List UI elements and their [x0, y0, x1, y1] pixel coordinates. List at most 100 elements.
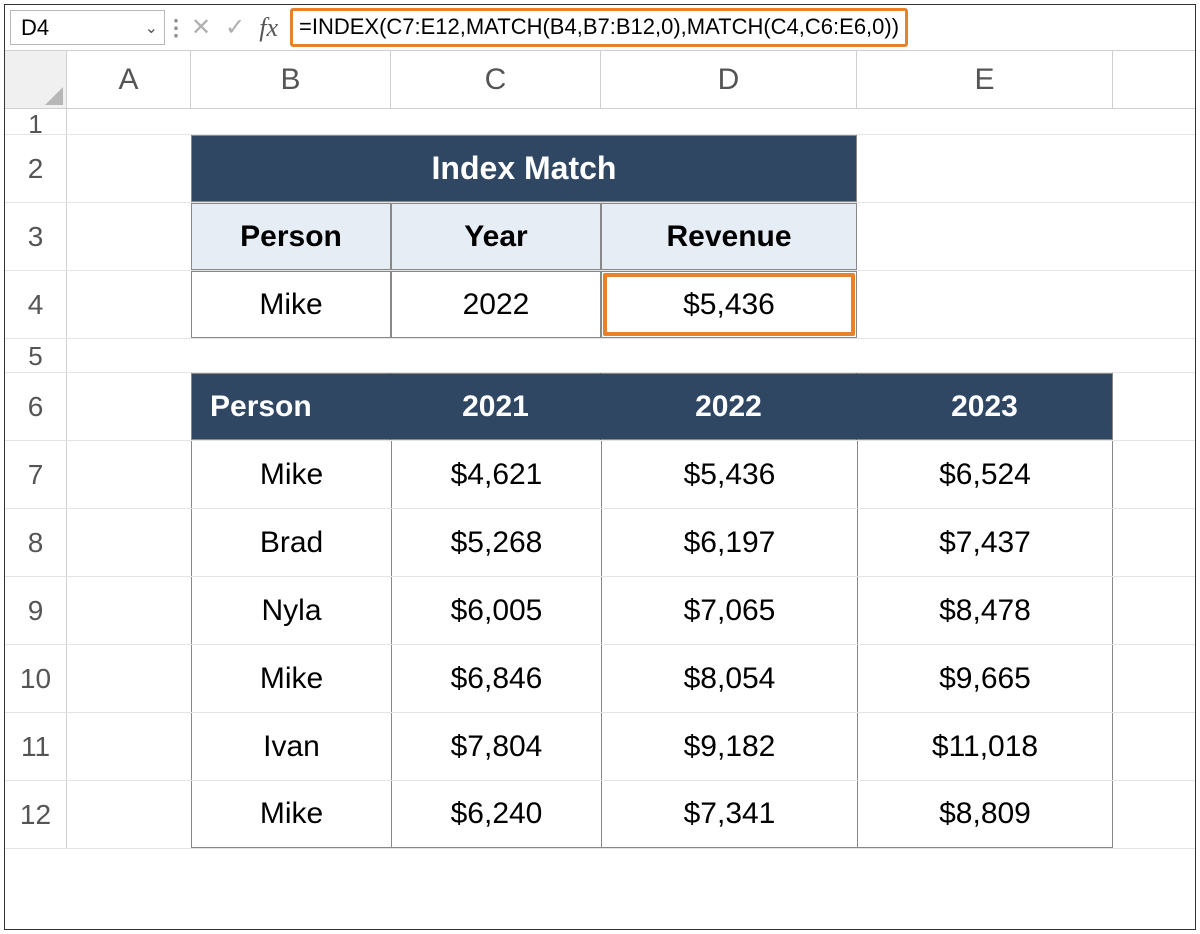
cell-C5[interactable]	[391, 339, 601, 372]
col-header-A[interactable]: A	[67, 51, 191, 108]
separator-icon: ⋮	[165, 5, 187, 50]
row-8: 8 Brad $5,268 $6,197 $7,437	[5, 509, 1195, 577]
cell-A2[interactable]	[67, 135, 191, 202]
cell-A11[interactable]	[67, 713, 191, 780]
cell-D9[interactable]: $7,065	[601, 577, 857, 644]
cell-D8[interactable]: $6,197	[601, 509, 857, 576]
cell-B11[interactable]: Ivan	[191, 713, 391, 780]
row-1: 1	[5, 109, 1195, 135]
row-header-3[interactable]: 3	[5, 203, 67, 270]
im-header-year[interactable]: Year	[391, 203, 601, 270]
cell-D10[interactable]: $8,054	[601, 645, 857, 712]
cell-E5[interactable]	[857, 339, 1113, 372]
chevron-down-icon[interactable]: ⌄	[145, 18, 158, 38]
cell-A7[interactable]	[67, 441, 191, 508]
cell-A8[interactable]	[67, 509, 191, 576]
cell-A1[interactable]	[67, 109, 191, 134]
row-4: 4 Mike 2022 $5,436	[5, 271, 1195, 339]
cell-B12[interactable]: Mike	[191, 781, 391, 848]
cell-A12[interactable]	[67, 781, 191, 848]
cell-C12[interactable]: $6,240	[391, 781, 601, 848]
cell-A3[interactable]	[67, 203, 191, 270]
dt-header-2023[interactable]: 2023	[857, 373, 1113, 440]
cell-D4[interactable]: $5,436	[601, 271, 857, 338]
cell-B9[interactable]: Nyla	[191, 577, 391, 644]
cell-E2[interactable]	[857, 135, 1113, 202]
cell-C9[interactable]: $6,005	[391, 577, 601, 644]
dt-header-2022[interactable]: 2022	[601, 373, 857, 440]
column-headers: A B C D E	[5, 51, 1195, 109]
cell-A10[interactable]	[67, 645, 191, 712]
cell-B7[interactable]: Mike	[191, 441, 391, 508]
col-header-D[interactable]: D	[601, 51, 857, 108]
row-header-11[interactable]: 11	[5, 713, 67, 780]
cancel-icon[interactable]: ✕	[191, 13, 211, 42]
formula-text: =INDEX(C7:E12,MATCH(B4,B7:B12,0),MATCH(C…	[290, 8, 908, 46]
formula-bar: D4 ⌄ ⋮ ✕ ✓ fx =INDEX(C7:E12,MATCH(B4,B7:…	[5, 5, 1195, 51]
select-all-corner[interactable]	[5, 51, 67, 108]
cell-C11[interactable]: $7,804	[391, 713, 601, 780]
spreadsheet-grid: 1 2 Index Match 3 Person Year Revenue 4	[5, 109, 1195, 849]
cell-B8[interactable]: Brad	[191, 509, 391, 576]
cell-C1[interactable]	[391, 109, 601, 134]
cell-C7[interactable]: $4,621	[391, 441, 601, 508]
row-11: 11 Ivan $7,804 $9,182 $11,018	[5, 713, 1195, 781]
row-header-9[interactable]: 9	[5, 577, 67, 644]
cell-A4[interactable]	[67, 271, 191, 338]
cell-E8[interactable]: $7,437	[857, 509, 1113, 576]
cell-A6[interactable]	[67, 373, 191, 440]
name-box[interactable]: D4 ⌄	[10, 10, 165, 45]
row-header-8[interactable]: 8	[5, 509, 67, 576]
cell-E10[interactable]: $9,665	[857, 645, 1113, 712]
cell-B5[interactable]	[191, 339, 391, 372]
cell-C8[interactable]: $5,268	[391, 509, 601, 576]
cell-B4[interactable]: Mike	[191, 271, 391, 338]
cell-D7[interactable]: $5,436	[601, 441, 857, 508]
col-header-E[interactable]: E	[857, 51, 1113, 108]
row-7: 7 Mike $4,621 $5,436 $6,524	[5, 441, 1195, 509]
row-3: 3 Person Year Revenue	[5, 203, 1195, 271]
row-6: 6 Person 2021 2022 2023	[5, 373, 1195, 441]
row-header-12[interactable]: 12	[5, 781, 67, 848]
row-header-10[interactable]: 10	[5, 645, 67, 712]
dt-header-2021[interactable]: 2021	[391, 373, 601, 440]
col-header-B[interactable]: B	[191, 51, 391, 108]
enter-icon[interactable]: ✓	[225, 13, 245, 42]
col-header-C[interactable]: C	[391, 51, 601, 108]
cell-E11[interactable]: $11,018	[857, 713, 1113, 780]
cell-E9[interactable]: $8,478	[857, 577, 1113, 644]
im-header-revenue[interactable]: Revenue	[601, 203, 857, 270]
row-header-6[interactable]: 6	[5, 373, 67, 440]
cell-E3[interactable]	[857, 203, 1113, 270]
name-box-value: D4	[21, 15, 49, 41]
cell-E1[interactable]	[857, 109, 1113, 134]
row-header-2[interactable]: 2	[5, 135, 67, 202]
cell-D11[interactable]: $9,182	[601, 713, 857, 780]
index-match-title[interactable]: Index Match	[191, 135, 857, 202]
cell-D5[interactable]	[601, 339, 857, 372]
dt-header-person[interactable]: Person	[191, 373, 391, 440]
row-header-7[interactable]: 7	[5, 441, 67, 508]
cell-E12[interactable]: $8,809	[857, 781, 1113, 848]
row-header-5[interactable]: 5	[5, 339, 67, 372]
cell-E7[interactable]: $6,524	[857, 441, 1113, 508]
cell-D1[interactable]	[601, 109, 857, 134]
cell-A5[interactable]	[67, 339, 191, 372]
formula-input[interactable]: =INDEX(C7:E12,MATCH(B4,B7:B12,0),MATCH(C…	[282, 5, 1195, 50]
cell-B1[interactable]	[191, 109, 391, 134]
formula-buttons: ✕ ✓ fx	[187, 5, 282, 50]
im-header-person[interactable]: Person	[191, 203, 391, 270]
fx-icon[interactable]: fx	[259, 13, 278, 43]
cell-A9[interactable]	[67, 577, 191, 644]
cell-D12[interactable]: $7,341	[601, 781, 857, 848]
row-12: 12 Mike $6,240 $7,341 $8,809	[5, 781, 1195, 849]
row-9: 9 Nyla $6,005 $7,065 $8,478	[5, 577, 1195, 645]
row-header-4[interactable]: 4	[5, 271, 67, 338]
cell-C10[interactable]: $6,846	[391, 645, 601, 712]
row-2: 2 Index Match	[5, 135, 1195, 203]
cell-C4[interactable]: 2022	[391, 271, 601, 338]
row-header-1[interactable]: 1	[5, 109, 67, 134]
excel-window: D4 ⌄ ⋮ ✕ ✓ fx =INDEX(C7:E12,MATCH(B4,B7:…	[4, 4, 1196, 930]
cell-E4[interactable]	[857, 271, 1113, 338]
cell-B10[interactable]: Mike	[191, 645, 391, 712]
